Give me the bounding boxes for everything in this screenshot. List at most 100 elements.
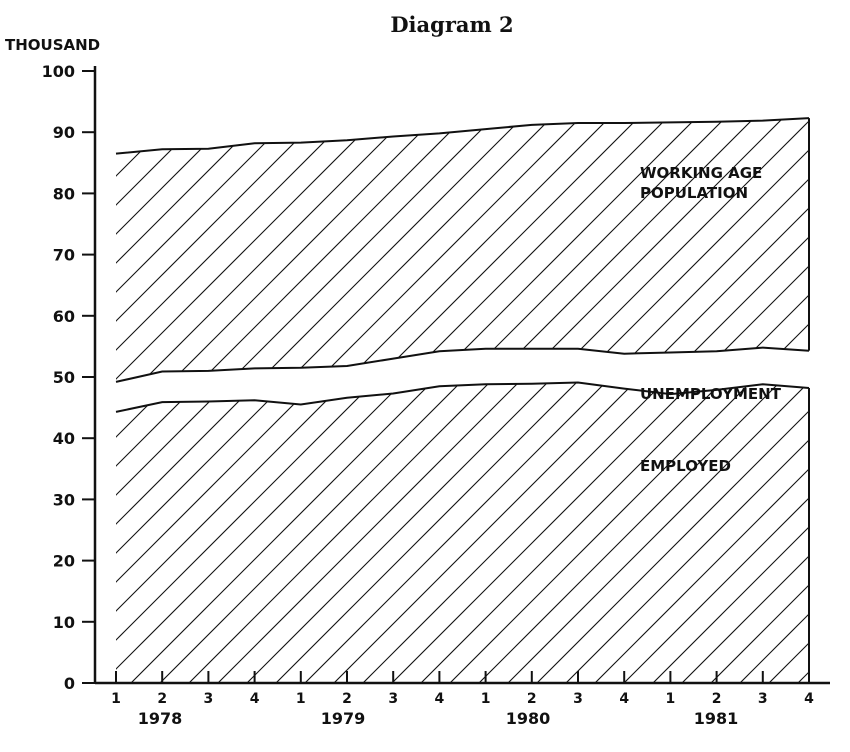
y-axis-label: THOUSAND: [5, 36, 100, 54]
hatch-line: [116, 382, 728, 683]
y-tick-label: 0: [64, 674, 75, 693]
hatch-line: [372, 382, 809, 683]
hatch-line: [749, 118, 809, 382]
hatch-line: [604, 382, 809, 683]
hatch-line: [285, 118, 809, 382]
hatch-line: [488, 382, 809, 683]
hatch-line: [401, 118, 809, 382]
hatch-line: [546, 118, 809, 382]
y-tick-label: 100: [42, 62, 75, 81]
hatch-line: [604, 118, 809, 382]
hatch-line: [546, 382, 809, 683]
hatch-line: [749, 382, 809, 683]
hatch-line: [0, 0, 60, 752]
year-label: 1979: [321, 709, 366, 728]
x-tick-label: 3: [388, 691, 398, 707]
hatch-line: [633, 118, 809, 382]
hatch-line: [517, 382, 809, 683]
label-working-age-line-2: POPULATION: [640, 184, 748, 202]
x-tick-label: 2: [712, 691, 722, 707]
hatch-line: [662, 118, 809, 382]
hatch-line: [227, 118, 809, 382]
x-tick-label: 4: [619, 691, 629, 707]
hatch-line: [807, 382, 809, 683]
year-labels: 1978 1979 1980 1981: [138, 709, 739, 728]
x-tick-label: 1: [481, 691, 491, 707]
hatch-line: [459, 118, 809, 382]
hatch-line: [116, 382, 670, 683]
hatch-line: [140, 382, 809, 683]
x-tick-label: 3: [758, 691, 768, 707]
hatch-line: [116, 118, 264, 382]
hatch-line: [116, 382, 809, 683]
y-tick-label: 20: [53, 552, 75, 571]
hatch-line: [198, 118, 809, 382]
hatch-line: [459, 382, 809, 683]
hatch-line: [116, 118, 728, 382]
hatch-line: [116, 382, 809, 683]
hatch-line: [343, 118, 809, 382]
y-tick-label: 30: [53, 490, 75, 509]
hatch-line: [314, 118, 809, 382]
hatch-line: [807, 118, 809, 382]
hatch-line: [256, 382, 809, 683]
label-employed: EMPLOYED: [640, 457, 731, 475]
axes: [93, 66, 830, 685]
series-employed-line: [115, 381, 810, 413]
x-tick-label: 3: [204, 691, 214, 707]
y-tick-label: 50: [53, 368, 75, 387]
x-tick-label: 1: [111, 691, 121, 707]
year-label: 1981: [694, 709, 739, 728]
x-tick-label: 1: [296, 691, 306, 707]
hatch-line: [837, 0, 850, 752]
x-tick-label: 2: [342, 691, 352, 707]
hatch-line: [837, 0, 850, 752]
hatch-line: [691, 118, 809, 382]
y-tick-label: 70: [53, 246, 75, 265]
hatch-line: [430, 382, 809, 683]
hatch-line: [691, 382, 809, 683]
hatch-line: [720, 382, 809, 683]
hatch-line: [633, 382, 809, 683]
hatch-line: [116, 382, 786, 683]
hatch-line: [720, 118, 809, 382]
x-tick-label: 2: [157, 691, 167, 707]
hatch-line: [116, 382, 809, 683]
hatch-line: [116, 382, 757, 683]
hatch-line: [116, 382, 264, 683]
hatch-line: [343, 382, 809, 683]
y-tick-label: 10: [53, 613, 75, 632]
hatch-line: [0, 0, 89, 752]
hatch-line: [116, 118, 809, 382]
x-tick-label: 4: [804, 691, 814, 707]
x-tick-label: 4: [250, 691, 260, 707]
hatch-line: [575, 382, 809, 683]
label-unemployment: UNEMPLOYMENT: [640, 385, 782, 403]
hatch-line: [116, 118, 809, 382]
x-ticks: 1 2 3 4 1 2 3 4 1 2 3 4 1 2 3 4: [111, 671, 814, 707]
series-lines: [115, 117, 810, 683]
hatch-line: [0, 0, 89, 752]
hatch-line: [778, 118, 809, 382]
hatch-line: [488, 118, 809, 382]
hatch-line: [116, 382, 322, 683]
hatch-line: [169, 118, 809, 382]
y-tick-label: 40: [53, 429, 75, 448]
hatch-line: [314, 382, 809, 683]
hatch-line: [662, 382, 809, 683]
x-tick-label: 1: [666, 691, 676, 707]
hatch-line: [401, 382, 809, 683]
hatch-line: [517, 118, 809, 382]
series-working-age-population-line: [115, 117, 810, 155]
hatch-line: [0, 0, 60, 752]
hatch-line: [285, 382, 809, 683]
series-unemployment-line: [115, 346, 810, 383]
x-tick-label: 4: [435, 691, 445, 707]
hatch-line: [140, 118, 809, 382]
hatch-line: [116, 118, 670, 382]
year-label: 1980: [506, 709, 551, 728]
